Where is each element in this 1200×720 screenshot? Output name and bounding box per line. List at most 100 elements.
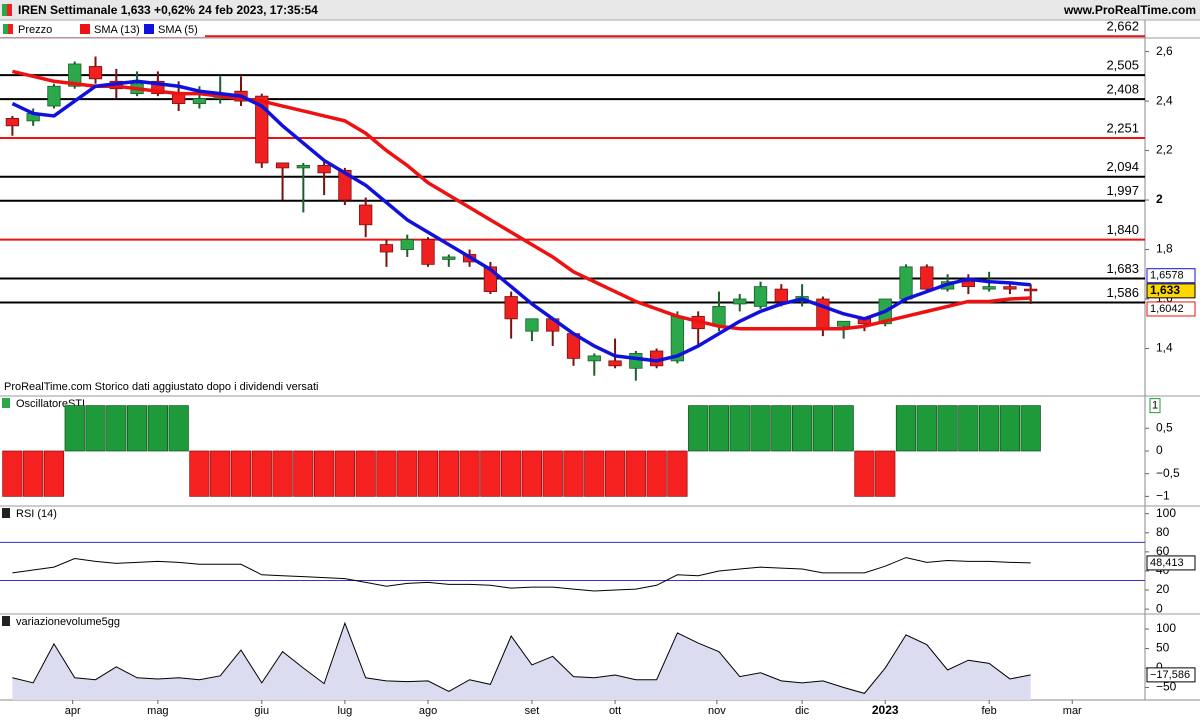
value-label-box <box>1146 555 1196 571</box>
candle-body <box>504 296 518 320</box>
oscillator-bar <box>480 450 501 497</box>
oscillator-bar <box>563 450 584 497</box>
oscillator-bar <box>729 405 750 452</box>
y-tick-label: 100 <box>1156 621 1176 635</box>
oscillator-bar <box>646 450 667 497</box>
y-tick-label: 0 <box>1156 443 1163 457</box>
legend-swatch <box>80 24 90 34</box>
oscillator-bar <box>230 450 252 497</box>
panel-label-bg <box>2 398 10 408</box>
candle-body <box>608 360 622 367</box>
oscillator-bar <box>958 405 979 452</box>
sma-line <box>11 79 1031 363</box>
candle-body <box>920 266 934 290</box>
header-icon <box>7 4 12 16</box>
oscillator-bar <box>895 405 917 452</box>
x-tick-label: ott <box>609 705 621 717</box>
legend-label[interactable]: Prezzo <box>18 24 52 36</box>
oscillator-bar <box>2 450 23 497</box>
candle-body <box>379 244 394 253</box>
candle-body <box>47 85 61 107</box>
oscillator-bar <box>334 450 356 497</box>
candle-body <box>629 353 643 369</box>
x-tick-label: set <box>525 705 540 717</box>
oscillator-bar <box>791 405 813 452</box>
level-label: 2,662 <box>1106 19 1139 34</box>
oscillator-bar <box>667 450 688 497</box>
volume-area <box>12 623 1031 700</box>
sma-line <box>11 69 1031 331</box>
volume-line <box>12 621 1031 694</box>
candle-body <box>753 286 768 307</box>
candle-body <box>255 95 269 164</box>
note: ProRealTime.com Storico dati aggiustato … <box>4 381 318 393</box>
oscillator-bar <box>23 450 44 497</box>
y-tick-label: 50 <box>1156 641 1170 655</box>
value-label: 48,413 <box>1150 557 1184 569</box>
candle-body <box>837 320 851 327</box>
candle-body <box>1024 288 1038 292</box>
oscillator-bar <box>708 405 730 452</box>
oscillator-bar <box>189 450 210 497</box>
level-label: 1,683 <box>1106 261 1139 276</box>
oscillator-bar <box>771 405 792 452</box>
y-tick-label: 2,4 <box>1156 93 1173 107</box>
oscillator-bar <box>501 450 522 497</box>
candle-body <box>400 239 414 250</box>
x-tick-label: dic <box>795 705 810 717</box>
candle-body <box>733 298 747 305</box>
y-tick-label: −50 <box>1156 680 1177 694</box>
candle-body <box>982 286 996 290</box>
value-label: 1,633 <box>1150 283 1180 297</box>
oscillator-bar <box>106 405 127 452</box>
candle-body <box>68 63 82 87</box>
y-tick-label: −1 <box>1156 489 1170 503</box>
panel-label-bg <box>2 616 10 626</box>
oscillator-bar <box>438 450 459 497</box>
y-tick-label: 2,2 <box>1156 143 1173 157</box>
y-tick-label: 0 <box>1156 660 1163 674</box>
legend-label[interactable]: SMA (5) <box>158 24 198 36</box>
oscillator-bar <box>251 450 272 497</box>
oscillator-bar <box>376 450 397 497</box>
level-label: 1,840 <box>1106 222 1139 237</box>
value-label: 1,6042 <box>1150 303 1184 315</box>
candle-body <box>275 162 290 169</box>
x-tick-label: giu <box>254 705 269 717</box>
candle-body <box>587 355 601 362</box>
oscillator-bar <box>147 405 168 452</box>
oscillator-bar <box>272 450 293 497</box>
header-site[interactable]: www.ProRealTime.com <box>1063 3 1196 17</box>
candle-body <box>1003 286 1017 290</box>
y-tick-label: 80 <box>1156 525 1170 539</box>
oscillator-bar <box>314 450 335 497</box>
candle-body <box>192 98 207 104</box>
legend-label[interactable]: SMA (13) <box>94 24 140 36</box>
legend-swatch <box>144 24 154 34</box>
x-tick-label: mag <box>147 705 168 717</box>
x-tick-label: nov <box>708 705 726 717</box>
y-tick-label: 0 <box>1156 601 1163 615</box>
y-tick-label: 2,6 <box>1156 44 1173 58</box>
rsi-line <box>12 557 1031 592</box>
oscillator-bar <box>542 450 563 497</box>
oscillator-bar <box>937 405 958 452</box>
x-tick-label: mar <box>1063 705 1082 717</box>
x-tick-label: lug <box>338 705 353 717</box>
candle-body <box>899 266 913 300</box>
oscillator-bar <box>126 405 148 452</box>
level-label: 1,586 <box>1106 285 1139 300</box>
candle-body <box>359 204 373 226</box>
candle-body <box>525 318 539 332</box>
value-label-box <box>1146 283 1196 299</box>
y-tick-label: 1,4 <box>1156 341 1173 355</box>
oscillator-bar <box>584 450 605 497</box>
candle-body <box>712 306 726 327</box>
oscillator-bar <box>833 405 854 452</box>
level-label: 1,997 <box>1106 183 1139 198</box>
y-tick-label: −0,5 <box>1156 466 1180 480</box>
candle-body <box>338 169 352 201</box>
level-label: 2,408 <box>1106 82 1139 97</box>
y-tick-label: 1,8 <box>1156 242 1173 256</box>
oscillator-bar <box>168 405 189 452</box>
